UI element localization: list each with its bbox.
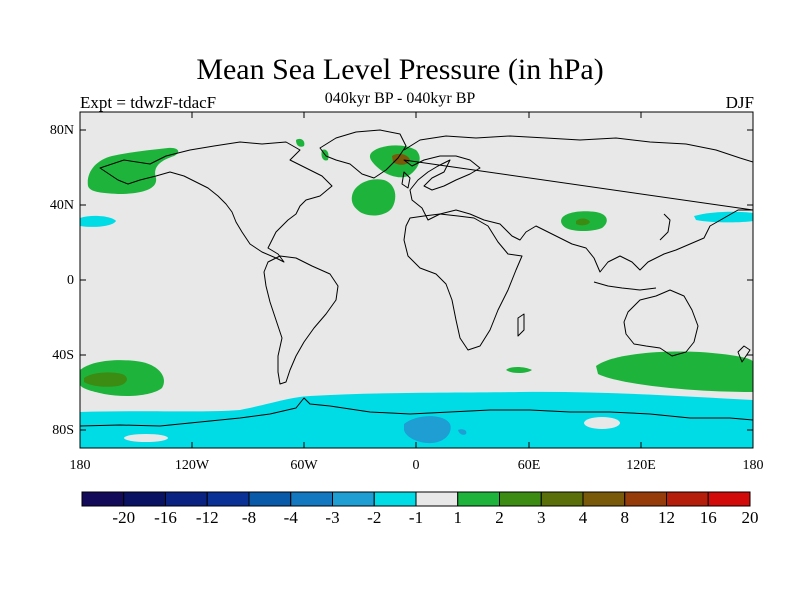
colorbar-swatch: [123, 491, 166, 507]
lat-label-0: 0: [67, 273, 74, 288]
colorbar-label: 16: [699, 508, 717, 527]
coastlines: [80, 129, 753, 427]
colorbar-swatch: [624, 491, 667, 507]
antarctic-negative-patch: [458, 429, 467, 435]
colorbar-swatch: [540, 491, 584, 507]
south-indian-positive-area: [596, 351, 753, 392]
lon-label-60w: 60W: [290, 458, 318, 473]
colorbar-swatch: [165, 491, 208, 507]
japan-coast: [659, 213, 671, 241]
colorbar-label: 4: [578, 508, 588, 527]
uk-coast: [401, 171, 411, 189]
antarctic-neutral-patch: [584, 417, 620, 429]
arctic-positive-patch: [296, 138, 305, 147]
colorbar-label: -4: [283, 508, 298, 527]
alaska-positive-area: [87, 147, 179, 194]
lon-label-180w: 180: [69, 458, 91, 473]
period-label: 040kyr BP - 040kyr BP: [324, 90, 476, 107]
new-zealand-coast: [737, 345, 751, 363]
season-label: DJF: [725, 93, 754, 112]
colorbar-label: -2: [367, 508, 382, 527]
eurasia-coast: [403, 135, 753, 273]
colorbar-label: -8: [241, 508, 257, 527]
colorbar-label: 12: [658, 508, 675, 527]
map-panel: [80, 112, 753, 448]
north-atlantic-positive-area: [351, 179, 396, 216]
antarctic-neutral-patch: [124, 434, 168, 442]
colorbar: [81, 491, 751, 507]
south-america-coast: [263, 255, 339, 385]
colorbar-label: 20: [741, 508, 759, 527]
colorbar-label: 2: [495, 508, 504, 527]
colorbar-swatch: [499, 491, 542, 507]
colorbar-swatch: [332, 491, 375, 507]
colorbar-label: -1: [408, 508, 424, 527]
colorbar-label: 3: [537, 508, 546, 527]
indonesia-coast: [593, 281, 657, 291]
colorbar-swatch: [81, 491, 125, 507]
colorbar-swatch: [457, 491, 500, 507]
lon-label-0: 0: [412, 458, 420, 473]
antarctica-coast: [80, 397, 753, 427]
west-pacific-negative-area: [694, 211, 753, 223]
greenland-coast: [319, 129, 407, 179]
lat-label-40s: 40S: [52, 348, 74, 363]
lon-label-180e: 180: [742, 458, 764, 473]
lon-label-60e: 60E: [517, 458, 541, 473]
colorbar-label: -20: [112, 508, 136, 527]
colorbar-swatch: [707, 491, 751, 507]
australia-coast: [623, 289, 699, 357]
colorbar-label: -16: [154, 508, 177, 527]
colorbar-swatch: [206, 491, 250, 507]
colorbar-swatch: [248, 491, 292, 507]
madagascar-coast: [517, 313, 525, 337]
africa-coast: [403, 213, 523, 351]
lon-label-120e: 120E: [626, 458, 656, 473]
axis-ticks: [80, 112, 753, 448]
siberia-positive-core: [576, 218, 590, 226]
colorbar-label: 8: [620, 508, 630, 527]
experiment-label: Expt = tdwzF-tdacF: [80, 93, 217, 112]
antarctic-negative-core: [404, 416, 451, 444]
south-atlantic-positive-patch: [506, 367, 532, 373]
colorbar-swatch: [373, 491, 417, 507]
colorbar-label: -3: [325, 508, 340, 527]
colorbar-label: -12: [195, 508, 219, 527]
plot-title: Mean Sea Level Pressure (in hPa): [196, 53, 604, 86]
greenland-positive-core: [392, 153, 410, 165]
colorbar-label: 1: [453, 508, 463, 527]
lat-label-80n: 80N: [49, 123, 74, 138]
colorbar-swatch: [290, 491, 333, 507]
colorbar-swatch: [582, 491, 626, 507]
lat-label-80s: 80S: [52, 423, 74, 438]
colorbar-swatch: [666, 491, 709, 507]
colorbar-swatch: [415, 491, 459, 507]
lat-label-40n: 40N: [49, 198, 74, 213]
south-pacific-positive-core: [84, 372, 127, 387]
lon-label-120w: 120W: [174, 458, 210, 473]
north-pacific-negative-area: [80, 215, 116, 227]
north-america-coast: [99, 141, 333, 263]
